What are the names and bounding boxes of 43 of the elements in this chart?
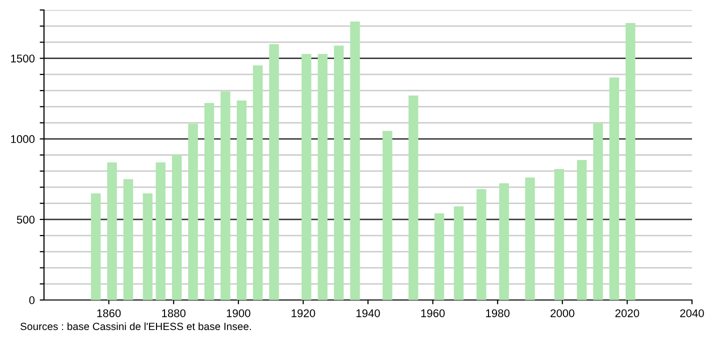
y-tick-label: 1000 (11, 135, 35, 144)
y-tick-label: 1500 (11, 54, 35, 62)
y-tick-label: 0 (29, 296, 35, 304)
x-tick-label: 1980 (486, 309, 510, 318)
bar (382, 130, 392, 300)
bar (107, 162, 117, 300)
bar (302, 54, 312, 300)
bar (142, 193, 153, 300)
x-tick-label: 1960 (421, 309, 445, 318)
x-tick-label: 1900 (226, 309, 250, 318)
bar (554, 169, 564, 300)
bar (236, 100, 246, 300)
x-tick-label: 1940 (356, 309, 380, 318)
bar (454, 206, 464, 300)
bar (626, 23, 636, 300)
bar (408, 96, 418, 300)
bar (220, 92, 230, 300)
bar (350, 21, 360, 300)
bar (156, 162, 166, 300)
bar (188, 124, 198, 300)
bar (269, 44, 279, 300)
bar (252, 65, 263, 300)
bar (434, 213, 444, 300)
x-tick-label: 2000 (550, 309, 574, 318)
bar (90, 193, 101, 300)
bar (123, 179, 134, 300)
bar (576, 160, 587, 300)
bar (204, 102, 214, 300)
x-tick-label: 2040 (680, 309, 704, 318)
x-tick-label: 1920 (292, 309, 316, 318)
bar (334, 46, 344, 300)
x-tick-label: 2020 (615, 309, 640, 318)
bar (609, 78, 620, 300)
bar (593, 122, 603, 300)
y-tick-label: 500 (16, 216, 35, 224)
x-tick-label: 1880 (162, 309, 186, 318)
bar (525, 178, 535, 300)
source-note: Sources : base Cassini de l'EHESS et base Insee. (20, 322, 251, 330)
bar (476, 189, 486, 300)
bar (318, 54, 328, 300)
bar (172, 154, 182, 300)
bar (499, 183, 509, 300)
x-tick-label: 1860 (97, 309, 121, 318)
